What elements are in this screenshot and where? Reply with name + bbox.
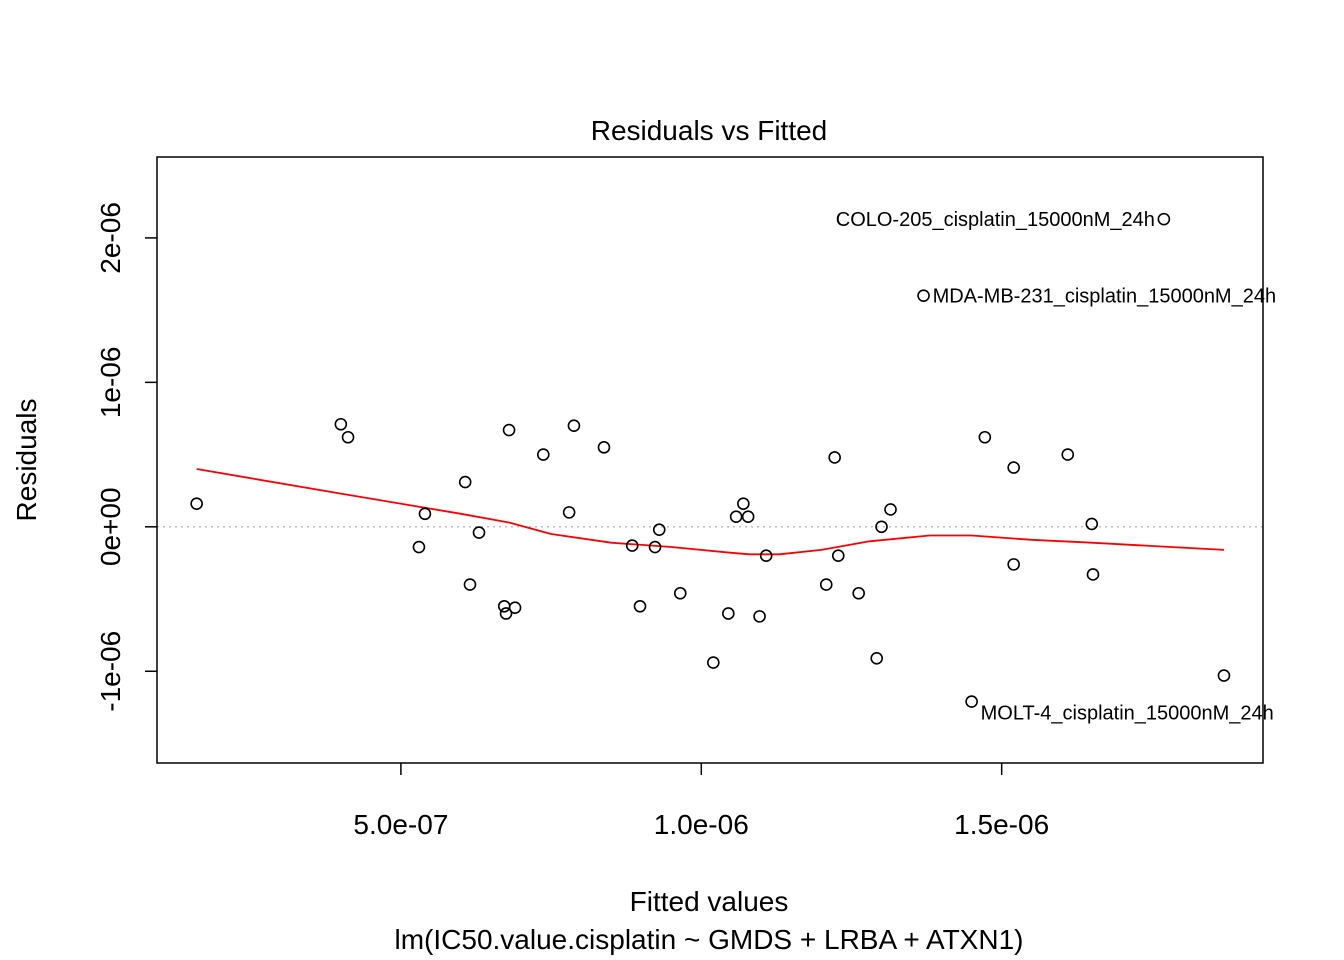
x-tick-label: 5.0e-07	[353, 809, 448, 840]
residual-point	[722, 607, 735, 620]
residual-point	[965, 695, 978, 708]
residual-point	[978, 430, 992, 444]
residual-point	[1217, 669, 1231, 682]
residual-point	[499, 607, 513, 620]
residual-point	[597, 441, 611, 454]
residual-point	[875, 520, 888, 534]
outlier-point-label: COLO-205_cisplatin_15000nM_24h	[836, 209, 1155, 231]
residual-point	[1061, 448, 1075, 461]
residual-point	[828, 451, 841, 464]
lowess-smoother-line	[196, 468, 1225, 556]
residual-point	[1086, 568, 1100, 581]
residual-point	[625, 539, 639, 552]
x-axis-title: Fitted values	[630, 886, 789, 917]
residual-point	[1085, 517, 1099, 531]
residual-point	[508, 601, 522, 615]
residual-point	[648, 540, 662, 554]
residual-point	[917, 289, 930, 302]
residual-point	[472, 526, 486, 539]
model-formula-subtitle: lm(IC50.value.cisplatin ~ GMDS + LRBA + …	[395, 924, 1024, 955]
x-tick-label: 1.5e-06	[954, 809, 1049, 840]
residual-point	[673, 586, 687, 600]
y-axis-title: Residuals	[11, 399, 42, 522]
residual-point	[652, 523, 666, 537]
plot-frame	[156, 156, 1264, 764]
residual-point	[412, 540, 426, 554]
chart-title: Residuals vs Fitted	[591, 115, 828, 146]
residual-point	[334, 417, 348, 431]
residual-point	[1157, 212, 1171, 226]
residual-point	[819, 578, 833, 591]
residual-point	[852, 586, 865, 600]
residual-point	[567, 419, 581, 432]
residual-point	[1007, 558, 1020, 571]
residual-point	[418, 507, 432, 521]
plot-layer: 5.0e-07 1.0e-06 1.5e-06 -1e-06 0e+00 1e-06 2e-…	[95, 202, 1276, 840]
residual-point	[536, 448, 550, 461]
x-tick-label: 1.0e-06	[654, 809, 749, 840]
residual-point	[190, 497, 203, 510]
residual-point	[502, 423, 516, 437]
y-tick-label: 2e-06	[95, 202, 126, 274]
y-tick-label: -1e-06	[95, 631, 126, 712]
residual-point	[753, 610, 766, 623]
residual-point	[458, 475, 472, 489]
y-tick-label: 1e-06	[95, 347, 126, 419]
outlier-point-label: MDA-MB-231_cisplatin_15000nM_24h	[933, 286, 1277, 308]
outlier-point-label: MOLT-4_cisplatin_15000nM_24h	[981, 703, 1274, 725]
y-tick-label: 0e+00	[95, 487, 126, 566]
residual-point	[707, 656, 720, 669]
residual-point	[741, 510, 755, 523]
residual-point	[831, 549, 845, 563]
residual-point	[341, 430, 355, 444]
residual-point	[759, 549, 773, 563]
residual-point	[633, 599, 647, 613]
residual-point	[1007, 461, 1020, 474]
residual-point	[562, 506, 576, 519]
residual-point	[870, 651, 884, 665]
residual-point	[729, 510, 743, 523]
residual-point	[884, 503, 897, 516]
residual-point	[737, 497, 750, 510]
residual-point	[463, 578, 477, 591]
